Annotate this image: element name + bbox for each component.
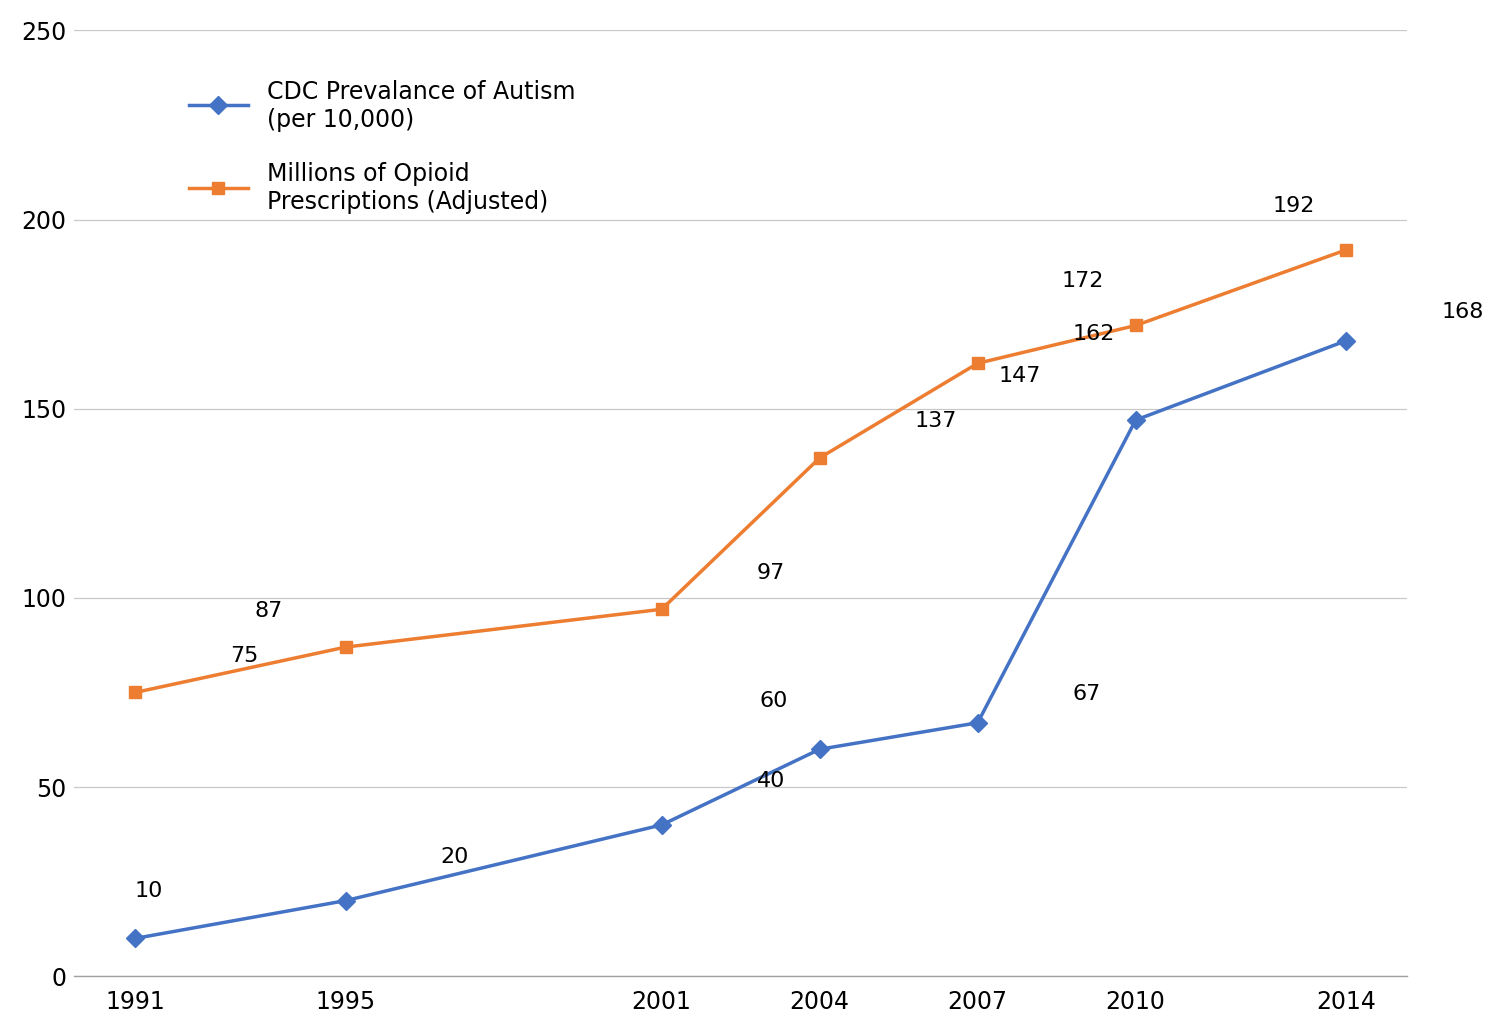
Text: 147: 147	[999, 366, 1041, 386]
Millions of Opioid
Prescriptions (Adjusted)	[1338, 243, 1356, 256]
Text: 162: 162	[1072, 324, 1114, 345]
Text: 168: 168	[1442, 301, 1484, 322]
Text: 10: 10	[135, 881, 164, 900]
Millions of Opioid
Prescriptions (Adjusted)	[336, 641, 354, 653]
Text: 87: 87	[254, 600, 282, 621]
Line: Millions of Opioid
Prescriptions (Adjusted): Millions of Opioid Prescriptions (Adjust…	[129, 243, 1353, 699]
Text: 75: 75	[230, 646, 258, 666]
CDC Prevalance of Autism
(per 10,000)	[810, 743, 828, 756]
CDC Prevalance of Autism
(per 10,000)	[336, 894, 354, 907]
Millions of Opioid
Prescriptions (Adjusted)	[810, 451, 828, 464]
Millions of Opioid
Prescriptions (Adjusted)	[652, 603, 670, 616]
Text: 60: 60	[759, 691, 788, 711]
Legend: CDC Prevalance of Autism
(per 10,000), Millions of Opioid
Prescriptions (Adjuste: CDC Prevalance of Autism (per 10,000), M…	[180, 70, 585, 224]
Millions of Opioid
Prescriptions (Adjusted)	[126, 686, 144, 699]
Text: 40: 40	[756, 771, 784, 791]
CDC Prevalance of Autism
(per 10,000)	[652, 819, 670, 831]
CDC Prevalance of Autism
(per 10,000)	[126, 933, 144, 945]
CDC Prevalance of Autism
(per 10,000)	[969, 716, 987, 729]
Millions of Opioid
Prescriptions (Adjusted)	[969, 357, 987, 369]
Text: 192: 192	[1272, 196, 1316, 215]
CDC Prevalance of Autism
(per 10,000)	[1126, 414, 1144, 426]
Text: 137: 137	[915, 412, 957, 432]
Text: 172: 172	[1062, 271, 1104, 292]
Text: 67: 67	[1072, 684, 1101, 704]
Line: CDC Prevalance of Autism
(per 10,000): CDC Prevalance of Autism (per 10,000)	[129, 334, 1353, 945]
Text: 20: 20	[441, 847, 470, 866]
Millions of Opioid
Prescriptions (Adjusted)	[1126, 319, 1144, 331]
Text: 97: 97	[756, 563, 784, 583]
CDC Prevalance of Autism
(per 10,000)	[1338, 334, 1356, 347]
